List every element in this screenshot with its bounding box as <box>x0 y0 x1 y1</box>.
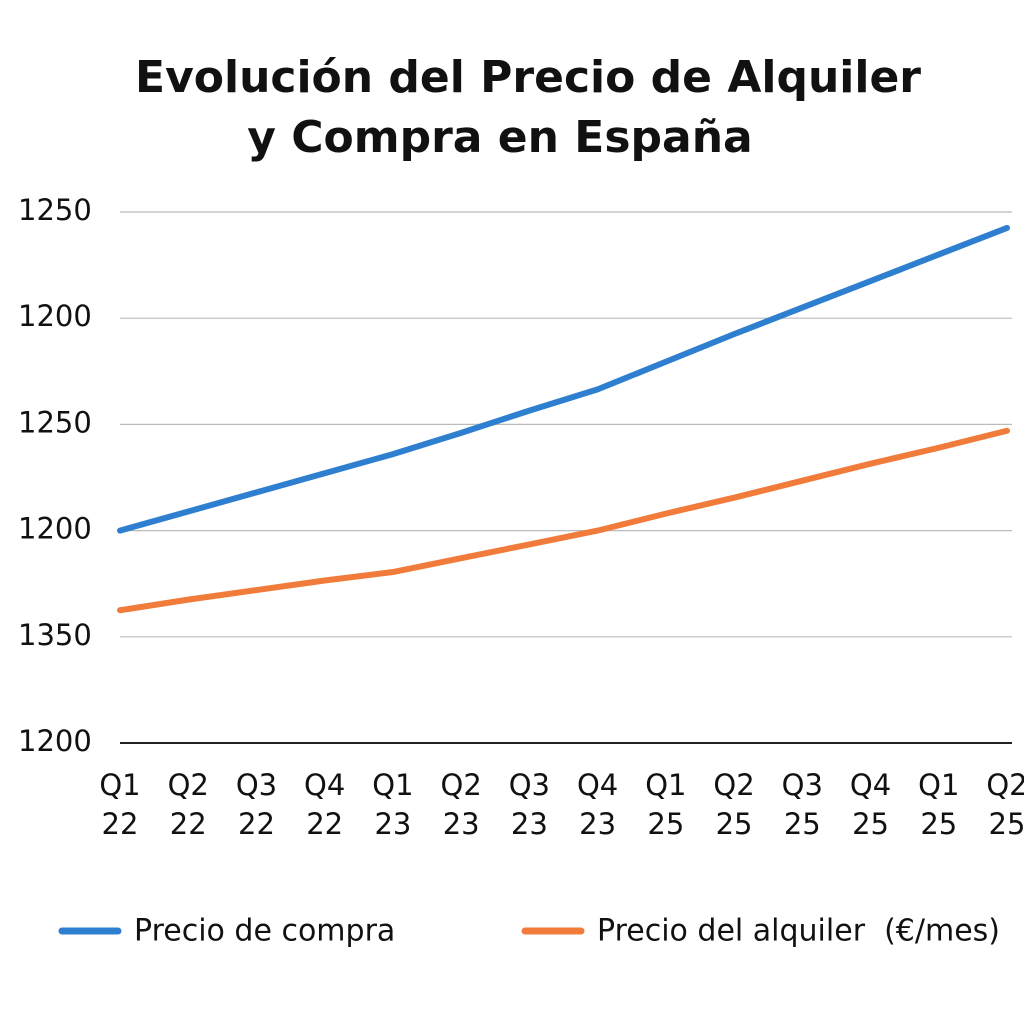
x-tick-label: Q2 25 <box>986 768 1024 841</box>
x-tick-label-line: Q3 <box>509 768 550 802</box>
x-tick-label-line: 23 <box>443 807 480 841</box>
x-tick-label: Q1 23 <box>372 768 413 841</box>
x-tick-label: Q2 22 <box>168 768 209 841</box>
x-tick-label: Q3 23 <box>509 768 550 841</box>
x-tick-label-line: Q3 <box>236 768 277 802</box>
x-tick-label-line: 22 <box>306 807 343 841</box>
x-tick-label-line: Q1 <box>99 768 140 802</box>
legend-label: Precio del alquiler (€/mes) <box>597 914 1000 949</box>
x-tick-label-line: Q4 <box>304 768 345 802</box>
x-tick-label: Q2 25 <box>713 768 754 841</box>
x-tick-label: Q4 25 <box>850 768 891 841</box>
x-tick-label-line: Q1 <box>918 768 959 802</box>
x-tick-label-line: Q1 <box>372 768 413 802</box>
y-tick-label: 1250 <box>18 193 92 227</box>
x-tick-label-line: 22 <box>238 807 275 841</box>
y-tick-label: 1200 <box>18 512 92 546</box>
x-tick-label-line: 25 <box>989 807 1024 841</box>
x-tick-label: Q4 23 <box>577 768 618 841</box>
x-tick-label-line: 23 <box>374 807 411 841</box>
x-tick-label-line: Q3 <box>782 768 823 802</box>
y-tick-label: 1350 <box>18 618 92 652</box>
x-tick-label: Q2 23 <box>441 768 482 841</box>
x-tick-label-line: Q2 <box>168 768 209 802</box>
x-tick-label-line: 25 <box>852 807 889 841</box>
legend-label: Precio de compra <box>134 914 395 949</box>
x-tick-label-line: 25 <box>784 807 821 841</box>
x-tick-label: Q1 25 <box>645 768 686 841</box>
data-line <box>117 427 1010 614</box>
x-tick-label-line: 25 <box>647 807 684 841</box>
x-tick-label: Q4 22 <box>304 768 345 841</box>
chart-title: Evolución del Precio de Alquiler <box>135 52 921 103</box>
x-tick-label-line: Q2 <box>441 768 482 802</box>
x-tick-label-line: Q1 <box>645 768 686 802</box>
x-tick-label: Q1 22 <box>99 768 140 841</box>
x-tick-label-line: Q4 <box>850 768 891 802</box>
y-tick-label: 1200 <box>18 724 92 758</box>
x-tick-label-line: Q2 <box>986 768 1024 802</box>
x-tick-label-line: 22 <box>170 807 207 841</box>
x-tick-label-line: 23 <box>511 807 548 841</box>
x-tick-label: Q3 25 <box>782 768 823 841</box>
x-tick-label-line: Q4 <box>577 768 618 802</box>
x-tick-label-line: 25 <box>716 807 753 841</box>
x-tick-label-line: 22 <box>102 807 139 841</box>
chart-title: y Compra en España <box>247 112 753 163</box>
y-tick-label: 1250 <box>18 405 92 439</box>
y-tick-label: 1200 <box>18 299 92 333</box>
x-tick-label: Q3 22 <box>236 768 277 841</box>
x-tick-label: Q1 25 <box>918 768 959 841</box>
x-tick-label-line: 23 <box>579 807 616 841</box>
data-line <box>117 224 1010 534</box>
x-tick-label-line: Q2 <box>713 768 754 802</box>
x-tick-label-line: 25 <box>920 807 957 841</box>
